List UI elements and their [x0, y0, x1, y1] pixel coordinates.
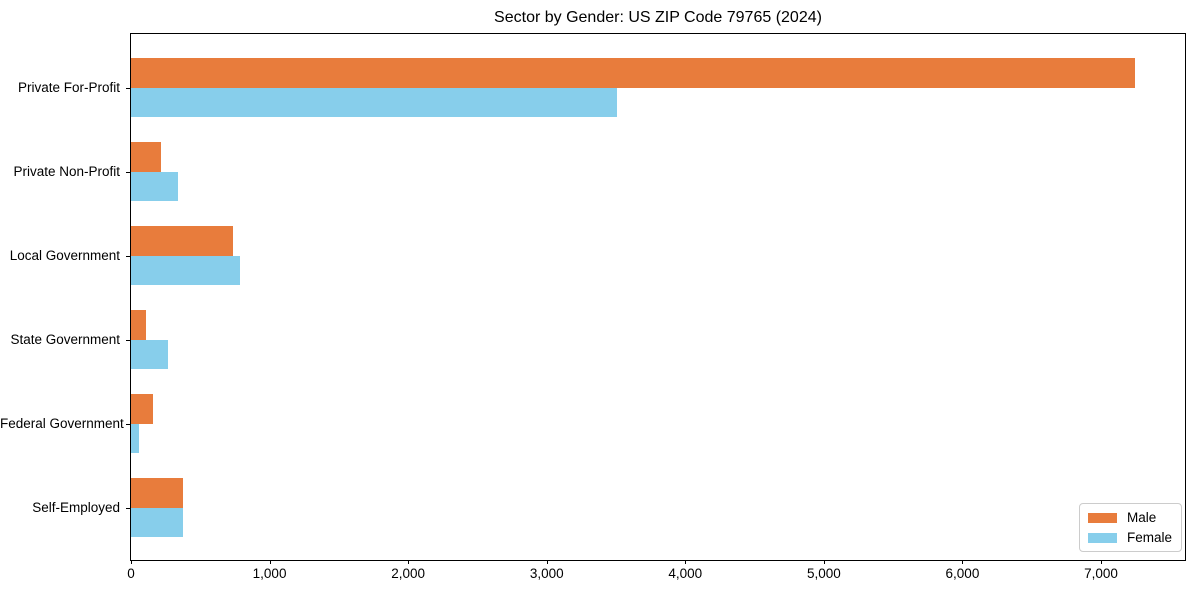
x-tick-label-1000: 1,000: [252, 566, 287, 581]
y-tick-mark: [126, 256, 130, 258]
legend-label-male: Male: [1126, 510, 1157, 525]
y-tick-mark: [126, 88, 130, 90]
bar-female-state-government: [131, 340, 168, 370]
x-tick-label-6000: 6,000: [945, 566, 980, 581]
x-tick-label-2000: 2,000: [391, 566, 426, 581]
y-tick-label-local-government: Local Government: [9, 248, 120, 264]
legend-label-female: Female: [1126, 530, 1172, 545]
x-tick-mark: [546, 560, 548, 564]
y-tick-label-self-employed: Self-Employed: [32, 500, 120, 516]
bar-male-state-government: [131, 310, 146, 341]
bar-male-private-for-profit: [131, 58, 1135, 89]
y-tick-mark: [126, 172, 130, 174]
legend: Male Female: [1078, 503, 1182, 552]
bar-female-federal-government: [131, 424, 139, 454]
bar-female-self-employed: [131, 508, 183, 538]
x-tick-mark: [823, 560, 825, 564]
y-tick-label-federal-government: Federal Government: [0, 416, 124, 432]
legend-swatch-female: [1087, 532, 1117, 543]
x-tick-label-3000: 3,000: [529, 566, 564, 581]
y-tick-label-state-government: State Government: [10, 332, 120, 348]
legend-swatch-male: [1087, 512, 1117, 523]
chart-title: Sector by Gender: US ZIP Code 79765 (202…: [494, 9, 822, 26]
legend-item-female: Female: [1087, 530, 1172, 545]
x-tick-mark: [408, 560, 410, 564]
bar-male-self-employed: [131, 478, 183, 509]
bar-male-private-non-profit: [131, 142, 161, 173]
bar-male-federal-government: [131, 394, 154, 425]
legend-item-male: Male: [1087, 510, 1172, 525]
y-tick-mark: [126, 340, 130, 342]
bar-male-local-government: [131, 226, 234, 257]
x-tick-label-0: 0: [127, 566, 135, 581]
x-tick-mark: [962, 560, 964, 564]
x-tick-mark: [269, 560, 271, 564]
x-tick-label-4000: 4,000: [668, 566, 703, 581]
y-tick-mark: [126, 424, 130, 426]
x-tick-label-5000: 5,000: [806, 566, 841, 581]
x-tick-label-7000: 7,000: [1084, 566, 1118, 581]
plot-area: Male Female: [130, 33, 1186, 561]
y-tick-label-private-for-profit: Private For-Profit: [17, 80, 120, 96]
bar-female-local-government: [131, 256, 241, 286]
x-tick-mark: [131, 560, 132, 564]
x-tick-mark: [1101, 560, 1103, 564]
x-tick-mark: [685, 560, 687, 564]
bar-female-private-non-profit: [131, 172, 179, 202]
y-tick-mark: [126, 508, 130, 510]
bar-female-private-for-profit: [131, 88, 618, 118]
y-tick-label-private-non-profit: Private Non-Profit: [13, 164, 120, 180]
